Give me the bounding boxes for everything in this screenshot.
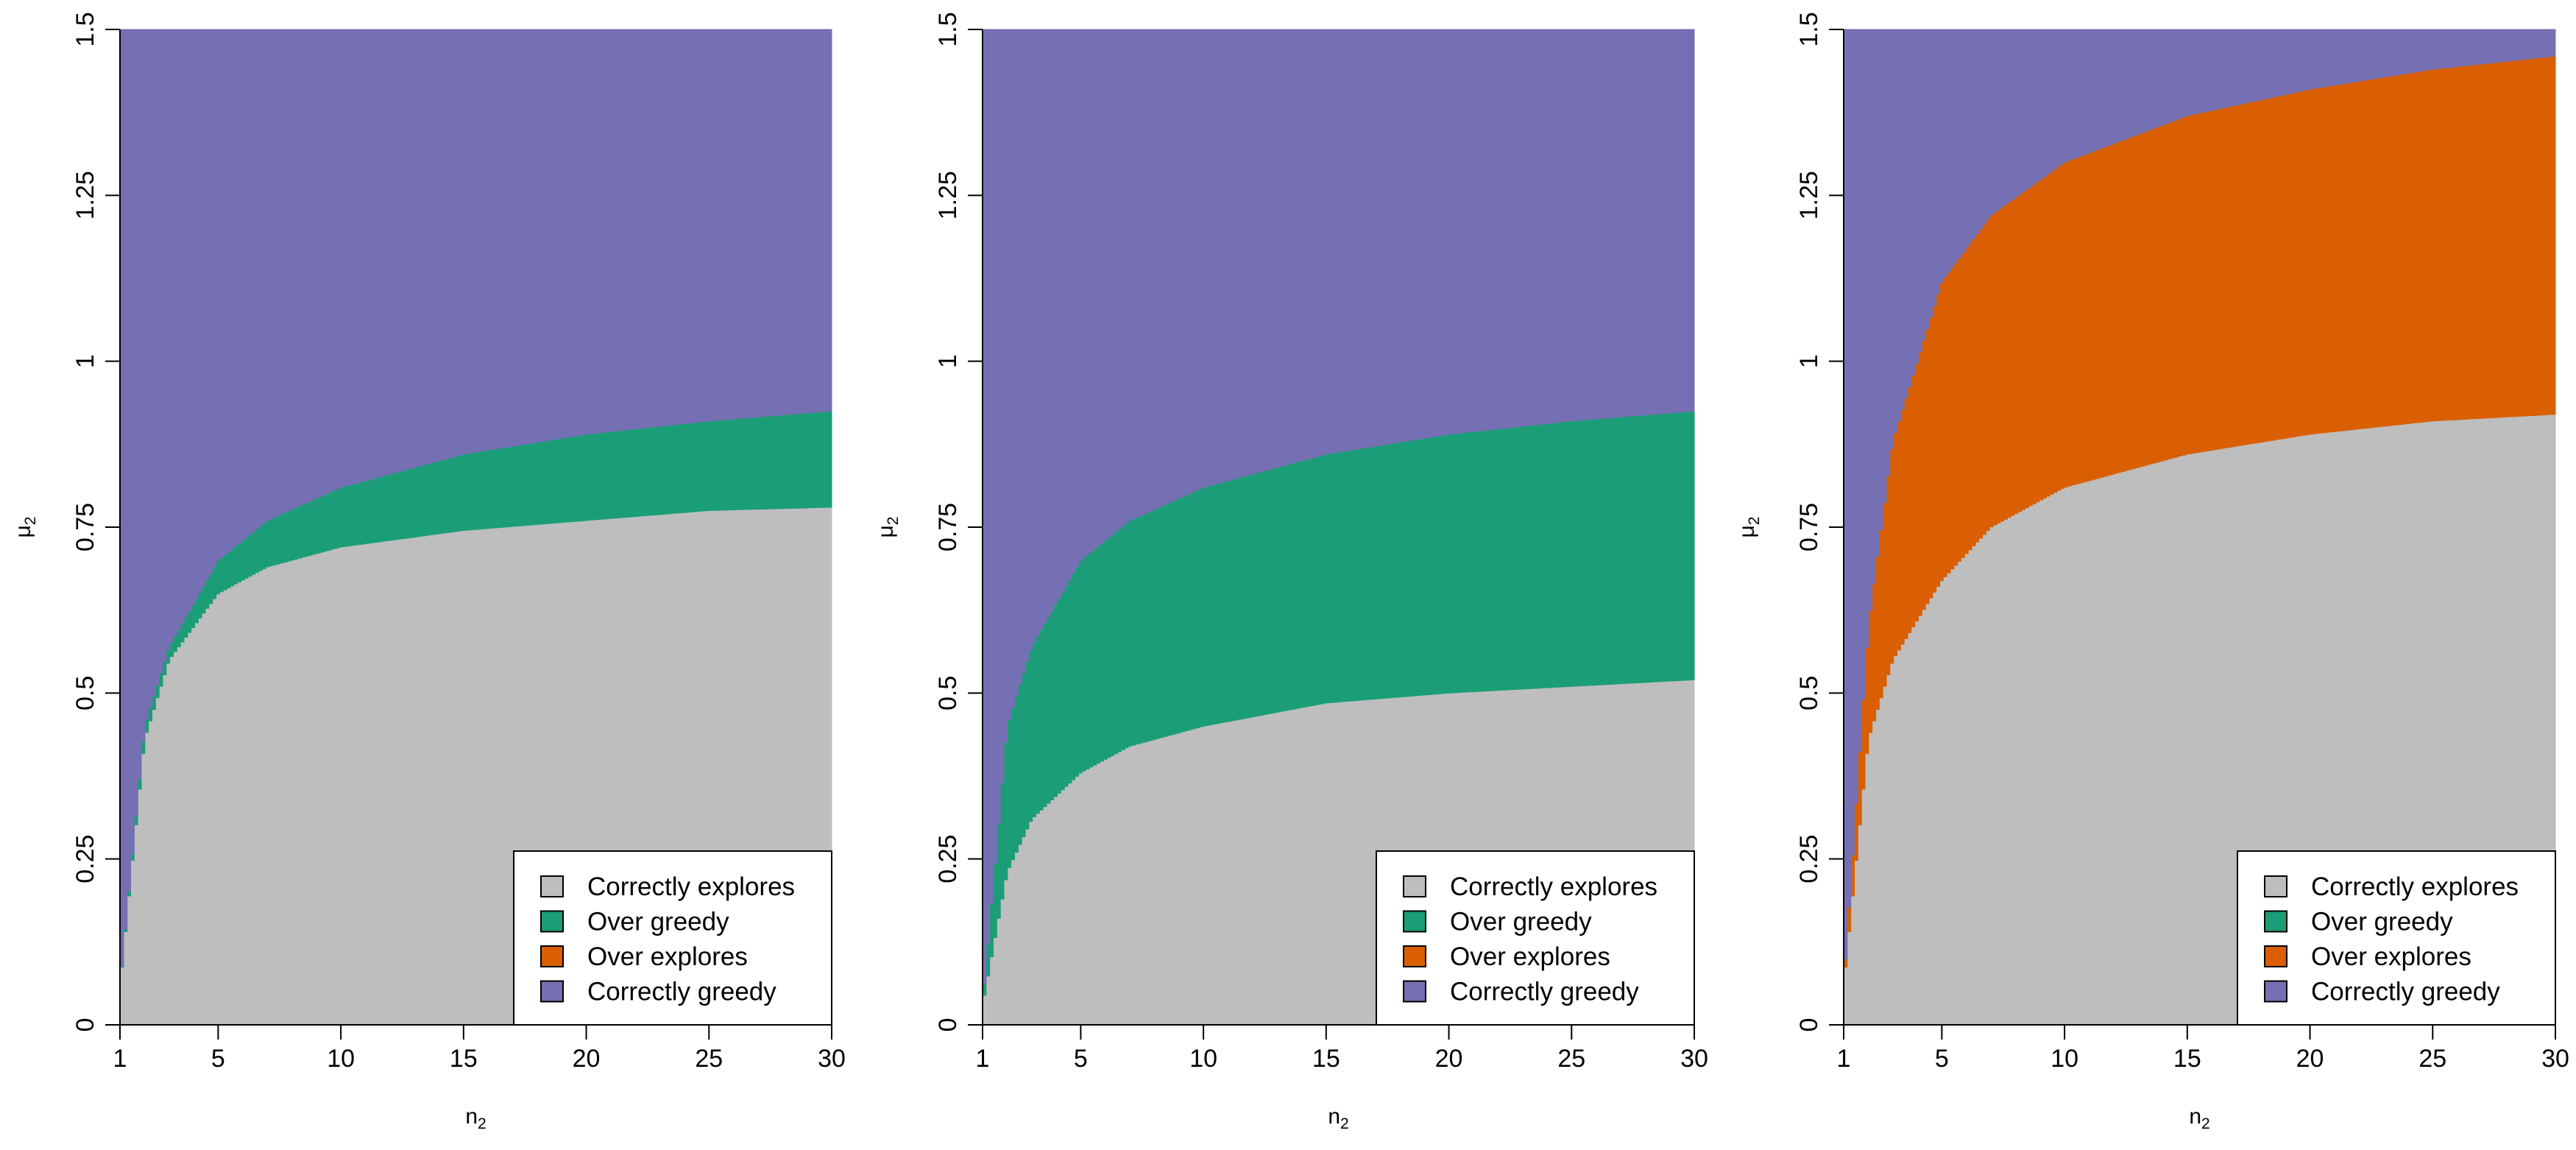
legend-swatch-over-greedy — [1403, 910, 1426, 933]
legend-box — [513, 850, 832, 1026]
x-tick-label: 25 — [2418, 1045, 2446, 1073]
legend-swatch-correctly-explores — [540, 875, 564, 897]
y-axis-title: μ2 — [11, 517, 39, 538]
x-tick-label: 5 — [1935, 1045, 1949, 1073]
x-tick-label: 30 — [2541, 1045, 2569, 1073]
y-tick-label: 0.75 — [934, 503, 962, 551]
x-tick-label: 1 — [976, 1045, 990, 1073]
legend-label-over-explores: Over explores — [587, 942, 748, 971]
legend-label-over-greedy: Over greedy — [1450, 908, 1592, 936]
legend-label-correctly-explores: Correctly explores — [2311, 872, 2519, 901]
region-correctly-greedy — [119, 29, 832, 967]
x-tick-label: 20 — [573, 1045, 601, 1073]
y-tick-label: 1 — [71, 354, 99, 368]
x-axis-title: n2 — [465, 1104, 486, 1132]
y-tick-label: 1.25 — [71, 171, 99, 219]
y-tick-label: 0.75 — [71, 503, 99, 551]
legend-label-over-explores: Over explores — [1450, 942, 1610, 971]
legend-swatch-correctly-explores — [1403, 875, 1426, 897]
x-tick-label: 25 — [695, 1045, 723, 1073]
x-tick-label: 15 — [2173, 1045, 2201, 1073]
legend-swatch-over-explores — [540, 945, 564, 967]
x-tick-label: 20 — [2296, 1045, 2324, 1073]
legend-swatch-correctly-greedy — [1403, 980, 1426, 1003]
panel-right: 1 5 10 15 20 25 3000.250.50.7511.251.5n2μ2Corr… — [1735, 12, 2569, 1132]
x-tick-label: 1 — [113, 1045, 127, 1073]
y-tick-label: 0.25 — [71, 835, 99, 883]
legend: Correctly explores Over greedy Over explor… — [2237, 850, 2556, 1026]
legend-label-over-greedy: Over greedy — [2311, 908, 2453, 936]
legend-label-correctly-greedy: Correctly greedy — [2311, 978, 2500, 1006]
y-tick-label: 1 — [934, 354, 962, 368]
y-tick-label: 1.5 — [1795, 12, 1823, 46]
legend-label-over-greedy: Over greedy — [587, 908, 729, 936]
x-tick-label: 10 — [1189, 1045, 1217, 1073]
y-tick-label: 0 — [934, 1018, 962, 1032]
x-tick-label: 20 — [1435, 1045, 1463, 1073]
region-correctly-greedy — [1843, 29, 2556, 960]
x-tick-label: 15 — [450, 1045, 478, 1073]
legend-label-correctly-explores: Correctly explores — [587, 872, 795, 901]
x-tick-label: 25 — [1557, 1045, 1585, 1073]
legend-label-over-explores: Over explores — [2311, 942, 2471, 971]
legend-swatch-over-greedy — [540, 910, 564, 933]
legend-swatch-correctly-greedy — [540, 980, 564, 1003]
x-tick-label: 10 — [2050, 1045, 2078, 1073]
y-tick-label: 0.25 — [1795, 835, 1823, 883]
x-tick-label: 1 — [1837, 1045, 1851, 1073]
legend-swatch-correctly-explores — [2264, 875, 2287, 897]
y-tick-label: 0 — [1795, 1018, 1823, 1032]
legend-swatch-over-explores — [2264, 945, 2287, 967]
x-tick-label: 5 — [211, 1045, 225, 1073]
y-tick-label: 0.75 — [1795, 503, 1823, 551]
legend-label-correctly-explores: Correctly explores — [1450, 872, 1657, 901]
legend-swatch-over-explores — [1403, 945, 1426, 967]
y-tick-label: 0 — [71, 1018, 99, 1032]
legend-label-correctly-greedy: Correctly greedy — [1450, 978, 1639, 1006]
x-axis-title: n2 — [2189, 1104, 2209, 1132]
legend-swatch-over-greedy — [2264, 910, 2287, 933]
panel-middle: 1 5 10 15 20 25 3000.250.50.7511.251.5n2μ2Corr… — [874, 12, 1708, 1132]
legend-swatch-correctly-greedy — [2264, 980, 2287, 1003]
x-tick-label: 30 — [818, 1045, 846, 1073]
legend-box — [2237, 850, 2556, 1026]
y-tick-label: 0.5 — [1795, 676, 1823, 710]
legend-label-correctly-greedy: Correctly greedy — [587, 978, 776, 1006]
y-tick-label: 1.5 — [71, 12, 99, 46]
y-tick-label: 1.25 — [934, 171, 962, 219]
legend: Correctly explores Over greedy Over explor… — [1376, 850, 1695, 1026]
x-tick-label: 5 — [1074, 1045, 1088, 1073]
legend-box — [1376, 850, 1695, 1026]
region-correctly-greedy — [982, 29, 1695, 986]
x-tick-label: 30 — [1680, 1045, 1708, 1073]
y-tick-label: 0.25 — [934, 835, 962, 883]
y-tick-label: 0.5 — [934, 676, 962, 710]
y-tick-label: 1.5 — [934, 12, 962, 46]
y-tick-label: 0.5 — [71, 676, 99, 710]
x-axis-title: n2 — [1328, 1104, 1348, 1132]
y-axis-title: μ2 — [1735, 517, 1763, 538]
y-tick-label: 1.25 — [1795, 171, 1823, 219]
x-tick-label: 15 — [1312, 1045, 1340, 1073]
y-tick-label: 1 — [1795, 354, 1823, 368]
x-tick-label: 10 — [327, 1045, 355, 1073]
legend: Correctly explores Over greedy Over explor… — [513, 850, 832, 1026]
panel-left: 1 5 10 15 20 25 3000.250.50.7511.251.5n2μ2Corr… — [11, 12, 846, 1132]
y-axis-title: μ2 — [874, 517, 902, 538]
